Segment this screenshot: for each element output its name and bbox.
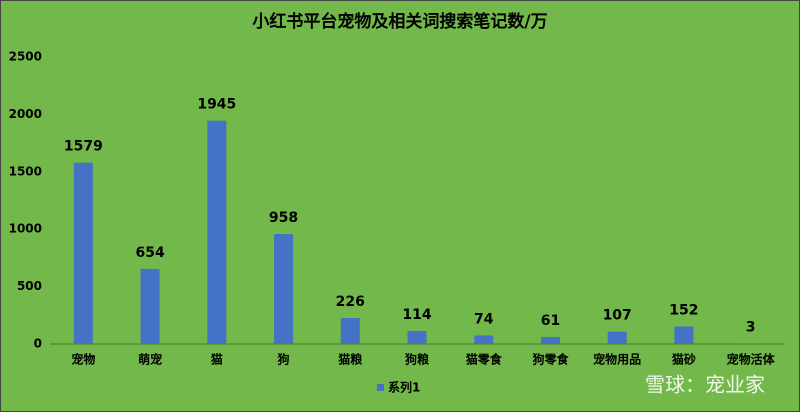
x-tick-label: 宠物 xyxy=(71,352,95,367)
y-tick-label: 2000 xyxy=(9,107,42,121)
x-tick-label: 狗零食 xyxy=(532,352,569,367)
x-tick-label: 猫粮 xyxy=(338,352,362,367)
data-label: 74 xyxy=(474,312,494,328)
bar xyxy=(140,268,160,344)
data-label: 114 xyxy=(402,307,431,323)
y-tick-label: 500 xyxy=(17,279,42,293)
x-tick-label: 猫 xyxy=(211,352,223,367)
bar xyxy=(407,330,427,344)
data-label: 1579 xyxy=(64,139,103,155)
data-label: 61 xyxy=(541,313,560,329)
legend-swatch xyxy=(377,384,384,391)
x-tick-label: 猫砂 xyxy=(672,352,696,367)
y-tick-label: 1500 xyxy=(9,164,42,178)
data-label: 3 xyxy=(746,320,756,336)
bar xyxy=(73,162,93,344)
bar xyxy=(540,336,560,344)
data-label: 1945 xyxy=(197,97,236,113)
x-tick-label: 狗 xyxy=(278,352,290,367)
bar xyxy=(674,326,694,344)
bar xyxy=(274,234,294,344)
watermark: 雪球：宠业家 xyxy=(645,373,765,397)
legend-label: 系列1 xyxy=(388,380,420,395)
x-tick-label: 狗粮 xyxy=(405,352,429,367)
x-tick-label: 宠物活体 xyxy=(727,352,776,367)
x-tick-label: 猫零食 xyxy=(466,352,503,367)
x-tick-label: 萌宠 xyxy=(138,352,162,367)
data-label: 152 xyxy=(669,303,698,319)
y-tick-label: 2500 xyxy=(9,50,42,64)
data-label: 958 xyxy=(269,210,298,226)
x-tick-label: 宠物用品 xyxy=(593,352,641,367)
y-tick-label: 1000 xyxy=(9,222,42,236)
data-label: 654 xyxy=(135,245,164,261)
data-label: 226 xyxy=(336,294,365,310)
bar xyxy=(607,331,627,344)
chart-title: 小红书平台宠物及相关词搜索笔记数/万 xyxy=(252,11,547,32)
bar xyxy=(340,318,360,344)
bar xyxy=(474,335,494,344)
bar xyxy=(207,120,227,345)
data-label: 107 xyxy=(603,308,632,324)
y-tick-label: 0 xyxy=(34,337,42,351)
